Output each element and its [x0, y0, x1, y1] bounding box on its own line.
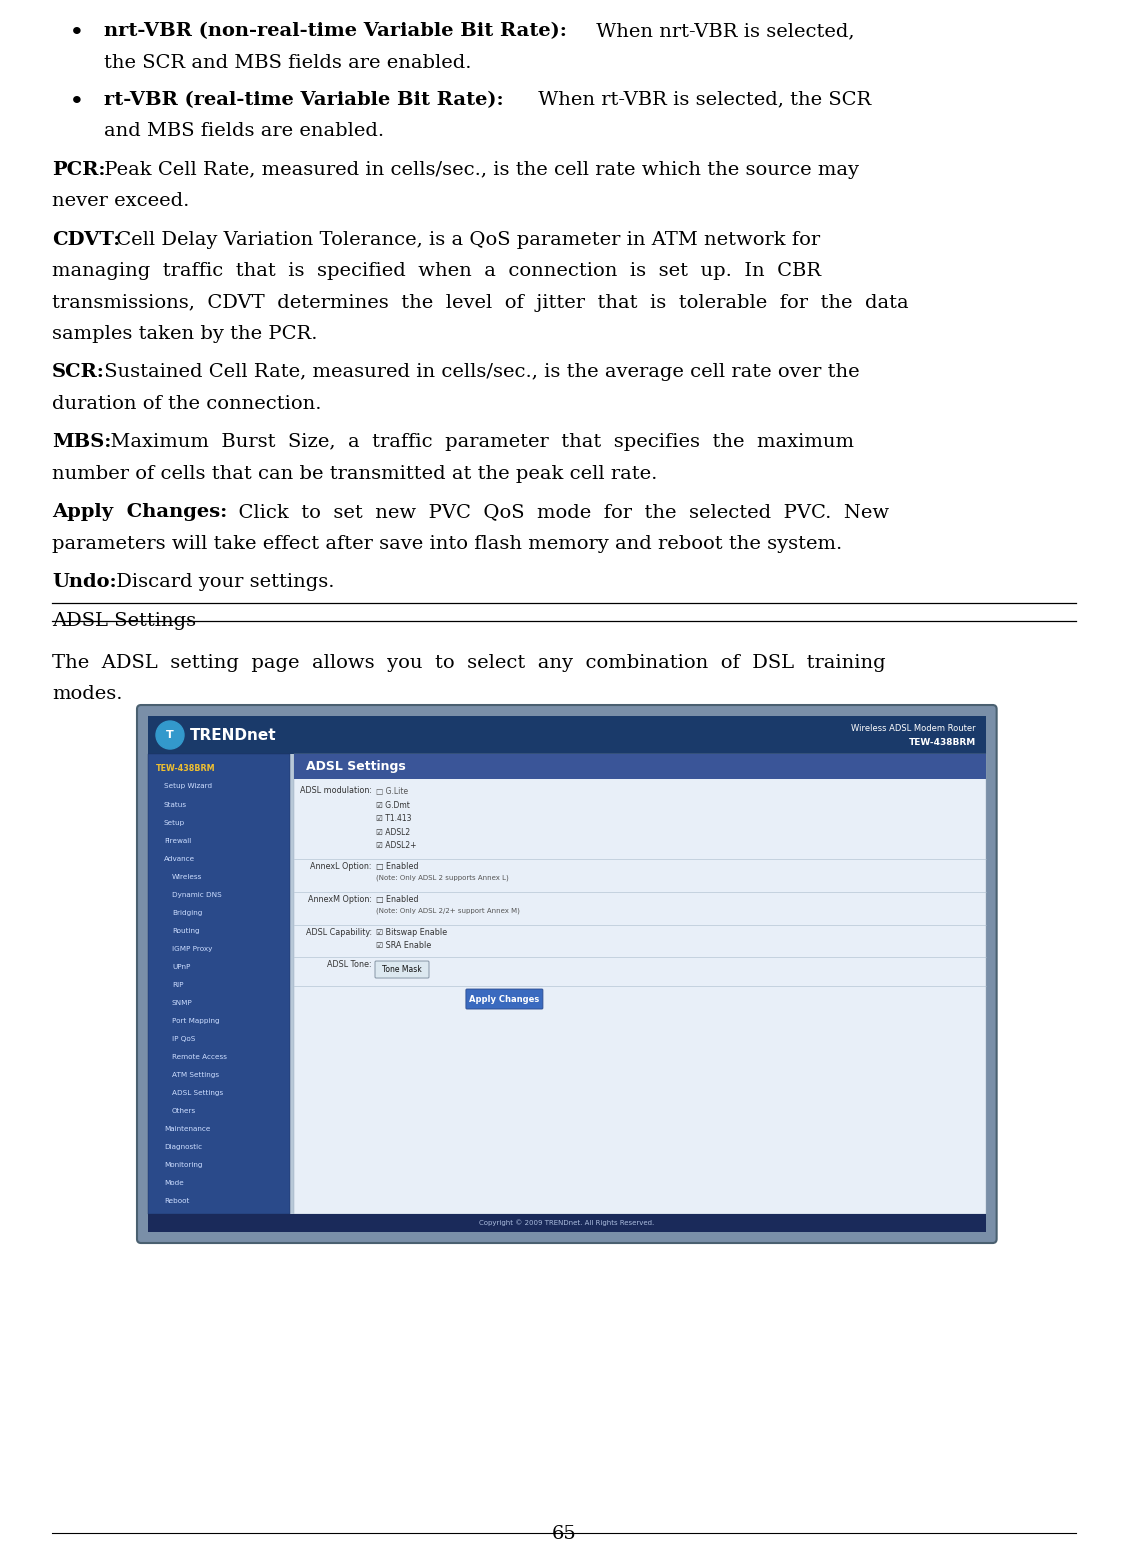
- Text: ☑ T1.413: ☑ T1.413: [376, 813, 412, 823]
- Text: Reboot: Reboot: [164, 1198, 190, 1204]
- Text: managing  traffic  that  is  specified  when  a  connection  is  set  up.  In  C: managing traffic that is specified when …: [52, 262, 821, 280]
- Text: Sustained Cell Rate, measured in cells/sec., is the average cell rate over the: Sustained Cell Rate, measured in cells/s…: [98, 363, 860, 382]
- Text: □ G.Lite: □ G.Lite: [376, 787, 408, 796]
- Circle shape: [156, 721, 184, 749]
- Text: IP QoS: IP QoS: [171, 1036, 195, 1042]
- Text: Dynamic DNS: Dynamic DNS: [171, 891, 222, 897]
- Text: ☑ G.Dmt: ☑ G.Dmt: [376, 801, 409, 810]
- Text: Port Mapping: Port Mapping: [171, 1017, 220, 1024]
- Text: Status: Status: [164, 801, 187, 807]
- Text: AnnexM Option:: AnnexM Option:: [308, 894, 372, 904]
- Text: MBS:: MBS:: [52, 433, 112, 452]
- Bar: [148, 754, 290, 1214]
- Text: •: •: [70, 22, 83, 42]
- Text: (Note: Only ADSL 2/2+ support Annex M): (Note: Only ADSL 2/2+ support Annex M): [376, 907, 520, 915]
- Text: Apply  Changes:: Apply Changes:: [52, 503, 227, 522]
- Text: The  ADSL  setting  page  allows  you  to  select  any  combination  of  DSL  tr: The ADSL setting page allows you to sele…: [52, 654, 885, 671]
- Text: When rt-VBR is selected, the SCR: When rt-VBR is selected, the SCR: [532, 90, 871, 109]
- Text: modes.: modes.: [52, 686, 123, 703]
- Text: the SCR and MBS fields are enabled.: the SCR and MBS fields are enabled.: [104, 53, 472, 72]
- Text: SNMP: SNMP: [171, 1000, 193, 1006]
- Text: Setup Wizard: Setup Wizard: [164, 784, 212, 790]
- Text: RIP: RIP: [171, 982, 184, 988]
- Text: Apply Changes: Apply Changes: [469, 994, 539, 1003]
- Text: UPnP: UPnP: [171, 964, 191, 971]
- Text: Others: Others: [171, 1108, 196, 1114]
- Text: parameters will take effect after save into flash memory and reboot the system.: parameters will take effect after save i…: [52, 534, 843, 553]
- Text: transmissions,  CDVT  determines  the  level  of  jitter  that  is  tolerable  f: transmissions, CDVT determines the level…: [52, 293, 909, 312]
- Text: Bridging: Bridging: [171, 910, 202, 916]
- Text: ☑ SRA Enable: ☑ SRA Enable: [376, 941, 431, 950]
- Text: TEW-438BRM: TEW-438BRM: [908, 738, 976, 748]
- Text: Mode: Mode: [164, 1181, 184, 1186]
- Text: Routing: Routing: [171, 929, 200, 933]
- Text: ADSL Settings: ADSL Settings: [171, 1091, 223, 1097]
- Text: Remote Access: Remote Access: [171, 1055, 227, 1059]
- Text: SCR:: SCR:: [52, 363, 105, 382]
- Bar: [294, 754, 986, 779]
- Text: and MBS fields are enabled.: and MBS fields are enabled.: [104, 122, 385, 140]
- Text: samples taken by the PCR.: samples taken by the PCR.: [52, 326, 317, 343]
- FancyBboxPatch shape: [136, 706, 997, 1243]
- Text: Peak Cell Rate, measured in cells/sec., is the cell rate which the source may: Peak Cell Rate, measured in cells/sec., …: [98, 160, 860, 179]
- Text: Tone Mask: Tone Mask: [382, 964, 422, 974]
- Text: 65: 65: [552, 1525, 576, 1542]
- Text: ATM Settings: ATM Settings: [171, 1072, 219, 1078]
- Text: ADSL Settings: ADSL Settings: [52, 612, 196, 629]
- Text: Monitoring: Monitoring: [164, 1162, 203, 1168]
- Text: (Note: Only ADSL 2 supports Annex L): (Note: Only ADSL 2 supports Annex L): [376, 874, 509, 880]
- Text: □ Enabled: □ Enabled: [376, 894, 418, 904]
- Text: nrt-VBR (non-real-time Variable Bit Rate):: nrt-VBR (non-real-time Variable Bit Rate…: [104, 22, 567, 41]
- Bar: [148, 717, 986, 1232]
- Text: Advance: Advance: [164, 855, 195, 862]
- Text: IGMP Proxy: IGMP Proxy: [171, 946, 212, 952]
- Text: When nrt-VBR is selected,: When nrt-VBR is selected,: [590, 22, 854, 41]
- Bar: [294, 754, 986, 1214]
- Text: □ Enabled: □ Enabled: [376, 862, 418, 871]
- Bar: [148, 1214, 986, 1232]
- Text: ADSL Capability:: ADSL Capability:: [306, 927, 372, 936]
- Text: PCR:: PCR:: [52, 160, 106, 179]
- Text: Maintenance: Maintenance: [164, 1126, 211, 1133]
- Text: Diagnostic: Diagnostic: [164, 1144, 202, 1150]
- Text: Setup: Setup: [164, 820, 185, 826]
- Text: ☑ Bitswap Enable: ☑ Bitswap Enable: [376, 927, 447, 936]
- Text: T: T: [166, 731, 174, 740]
- Text: Undo:: Undo:: [52, 573, 116, 590]
- Text: Wireless: Wireless: [171, 874, 202, 880]
- Text: Cell Delay Variation Tolerance, is a QoS parameter in ATM network for: Cell Delay Variation Tolerance, is a QoS…: [109, 231, 820, 249]
- Text: •: •: [70, 90, 83, 111]
- Text: Firewall: Firewall: [164, 838, 192, 843]
- Text: ADSL modulation:: ADSL modulation:: [300, 787, 372, 795]
- Text: Maximum  Burst  Size,  a  traffic  parameter  that  specifies  the  maximum: Maximum Burst Size, a traffic parameter …: [98, 433, 854, 452]
- Text: TRENDnet: TRENDnet: [190, 728, 276, 743]
- Text: Discard your settings.: Discard your settings.: [109, 573, 334, 590]
- Text: Copyright © 2009 TRENDnet. All Rights Reserved.: Copyright © 2009 TRENDnet. All Rights Re…: [479, 1220, 654, 1226]
- Text: AnnexL Option:: AnnexL Option:: [310, 862, 372, 871]
- Text: rt-VBR (real-time Variable Bit Rate):: rt-VBR (real-time Variable Bit Rate):: [104, 90, 503, 109]
- Text: never exceed.: never exceed.: [52, 192, 190, 210]
- Text: number of cells that can be transmitted at the peak cell rate.: number of cells that can be transmitted …: [52, 464, 658, 483]
- Text: Click  to  set  new  PVC  QoS  mode  for  the  selected  PVC.  New: Click to set new PVC QoS mode for the se…: [226, 503, 889, 522]
- Text: Wireless ADSL Modem Router: Wireless ADSL Modem Router: [851, 723, 976, 732]
- Text: TEW-438BRM: TEW-438BRM: [156, 763, 215, 773]
- Text: ADSL Tone:: ADSL Tone:: [327, 960, 372, 969]
- Text: ADSL Settings: ADSL Settings: [306, 760, 406, 773]
- FancyBboxPatch shape: [374, 961, 429, 978]
- Text: CDVT:: CDVT:: [52, 231, 121, 249]
- Bar: [148, 717, 986, 754]
- Text: ☑ ADSL2+: ☑ ADSL2+: [376, 841, 416, 851]
- Text: ☑ ADSL2: ☑ ADSL2: [376, 827, 411, 837]
- Text: duration of the connection.: duration of the connection.: [52, 396, 321, 413]
- FancyBboxPatch shape: [466, 989, 543, 1010]
